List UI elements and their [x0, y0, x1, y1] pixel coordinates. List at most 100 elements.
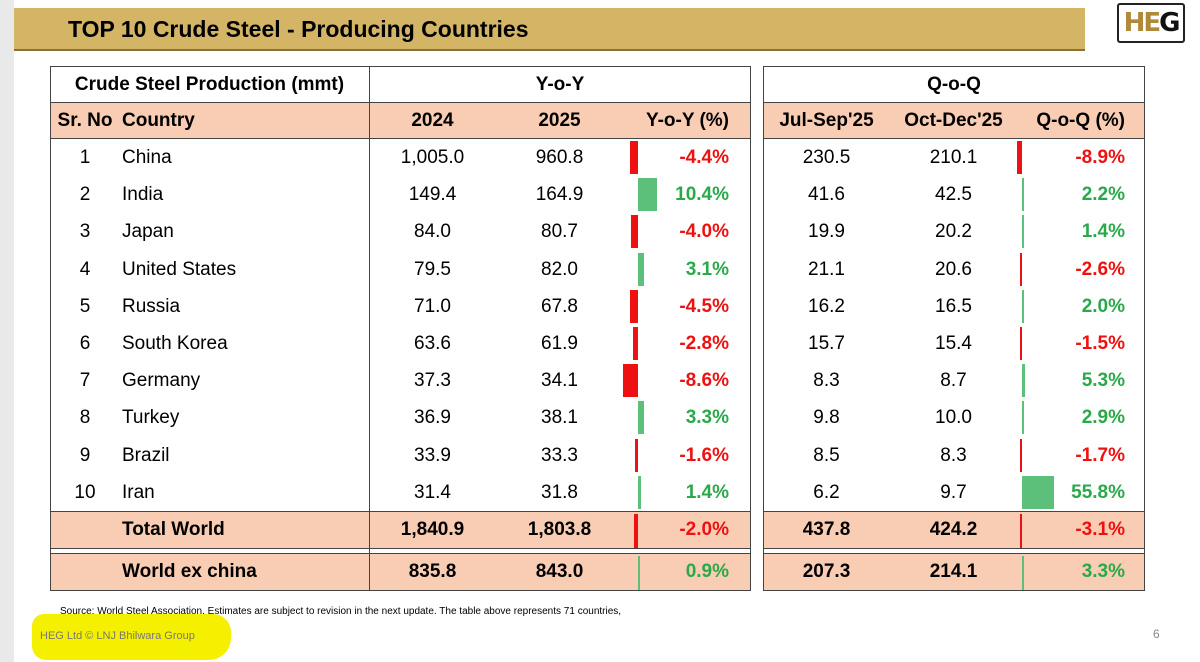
row-sr-no: 4	[79, 258, 91, 280]
world-ex-china-row: World ex china 835.8 843.0 0.9%	[50, 553, 751, 591]
row-qoq-pct: 55.8%	[1071, 481, 1125, 503]
row-sr-no: 5	[79, 295, 91, 317]
row-qoq-pct: 1.4%	[1081, 220, 1125, 242]
row-jul-sep: 15.7	[808, 332, 845, 354]
row-yoy-pct: 3.3%	[685, 406, 729, 428]
table-row: 21.1 20.6 -2.6%	[763, 251, 1145, 288]
row-qoq-pct: -1.5%	[1075, 332, 1125, 354]
table-row: 6.2 9.7 55.8%	[763, 474, 1145, 511]
row-2024: 84.0	[414, 220, 451, 242]
col-country: Country	[122, 109, 195, 131]
row-yoy-pct: -1.6%	[679, 444, 729, 466]
row-2024: 33.9	[414, 444, 451, 466]
ex-china-yoy-bar	[638, 556, 640, 590]
qoq-data-bar	[1022, 215, 1024, 248]
source-note: Source: World Steel Association. Estimat…	[60, 606, 622, 617]
row-country: China	[122, 146, 172, 168]
row-jul-sep: 6.2	[813, 481, 840, 503]
ex-china-label: World ex china	[122, 561, 257, 582]
production-label: Crude Steel Production (mmt)	[74, 73, 345, 95]
total-2025: 1,803.8	[527, 519, 592, 540]
yoy-data-bar	[622, 364, 638, 397]
row-qoq-pct: -1.7%	[1075, 444, 1125, 466]
yoy-group-label: Y-o-Y	[535, 73, 585, 95]
row-country: Turkey	[122, 406, 180, 428]
yoy-data-bar	[630, 141, 638, 174]
total-qoq-bar	[1020, 514, 1022, 548]
qoq-group-label: Q-o-Q	[927, 73, 981, 95]
qoq-data-bar	[1022, 178, 1024, 211]
qoq-data-bar	[1020, 439, 1022, 472]
table-row: 4 United States 79.5 82.0 3.1%	[50, 251, 751, 288]
total-yoy-pct: -2.0%	[679, 519, 729, 540]
qoq-data-bar	[1020, 327, 1022, 360]
row-2024: 1,005.0	[400, 146, 465, 168]
left-border	[50, 66, 51, 591]
total-oct-dec: 424.2	[929, 519, 978, 540]
yoy-data-bar	[630, 215, 638, 248]
yoy-data-bar	[638, 401, 644, 434]
qoq-table-group-header: Q-o-Q	[763, 66, 1145, 103]
row-jul-sep: 19.9	[808, 220, 845, 242]
table-row: 41.6 42.5 2.2%	[763, 176, 1145, 213]
row-2025: 61.9	[541, 332, 578, 354]
row-yoy-pct: -8.6%	[679, 369, 729, 391]
row-2025: 67.8	[541, 295, 578, 317]
col-jul-sep: Jul-Sep'25	[779, 109, 874, 131]
yoy-table-column-header: Sr. No Country 2024 2025 Y-o-Y (%)	[50, 103, 751, 139]
table-row: 230.5 210.1 -8.9%	[763, 139, 1145, 176]
page-number: 6	[1153, 627, 1160, 641]
row-oct-dec: 20.2	[935, 220, 972, 242]
row-sr-no: 3	[79, 220, 91, 242]
ex-china-qoq-bar	[1022, 556, 1024, 590]
table-row: 8.3 8.7 5.3%	[763, 362, 1145, 399]
ex-china-jul-sep: 207.3	[802, 561, 851, 582]
row-sr-no: 2	[79, 183, 91, 205]
row-yoy-pct: 3.1%	[685, 258, 729, 280]
row-2024: 63.6	[414, 332, 451, 354]
table-row: 9 Brazil 33.9 33.3 -1.6%	[50, 437, 751, 474]
total-world-qoq-row: 437.8 424.2 -3.1%	[763, 511, 1145, 549]
ex-china-qoq-row: 207.3 214.1 3.3%	[763, 553, 1145, 591]
row-oct-dec: 16.5	[935, 295, 972, 317]
row-oct-dec: 8.7	[940, 369, 967, 391]
col-qoq-pct: Q-o-Q (%)	[1036, 109, 1125, 131]
row-oct-dec: 210.1	[929, 146, 978, 168]
row-oct-dec: 8.3	[940, 444, 967, 466]
footer-highlight	[32, 614, 231, 660]
row-2024: 79.5	[414, 258, 451, 280]
row-sr-no: 6	[79, 332, 91, 354]
row-sr-no: 10	[74, 481, 96, 503]
ex-china-2025: 843.0	[535, 561, 584, 582]
ex-china-2024: 835.8	[408, 561, 457, 582]
yoy-data-bar	[638, 253, 644, 286]
row-yoy-pct: 1.4%	[685, 481, 729, 503]
row-2024: 37.3	[414, 369, 451, 391]
row-2024: 31.4	[414, 481, 451, 503]
qoq-data-bar	[1022, 476, 1055, 509]
divider-country	[369, 66, 370, 591]
yoy-data-bar	[635, 439, 638, 472]
row-oct-dec: 20.6	[935, 258, 972, 280]
footer-text: HEG Ltd © LNJ Bhilwara Group	[40, 630, 195, 642]
total-world-row: Total World 1,840.9 1,803.8 -2.0%	[50, 511, 751, 549]
table-row: 9.8 10.0 2.9%	[763, 399, 1145, 436]
row-2025: 31.8	[541, 481, 578, 503]
row-yoy-pct: -4.5%	[679, 295, 729, 317]
page-title: TOP 10 Crude Steel - Producing Countries	[68, 16, 529, 42]
table-row: 8.5 8.3 -1.7%	[763, 437, 1145, 474]
row-2025: 33.3	[541, 444, 578, 466]
row-yoy-pct: 10.4%	[675, 183, 729, 205]
row-qoq-pct: 2.9%	[1081, 406, 1125, 428]
row-country: Brazil	[122, 444, 170, 466]
total-yoy-bar	[634, 514, 638, 548]
row-qoq-pct: -2.6%	[1075, 258, 1125, 280]
table-row: 19.9 20.2 1.4%	[763, 213, 1145, 250]
table-row: 8 Turkey 36.9 38.1 3.3%	[50, 399, 751, 436]
row-jul-sep: 9.8	[813, 406, 840, 428]
row-yoy-pct: -4.4%	[679, 146, 729, 168]
title-bar: TOP 10 Crude Steel - Producing Countries	[14, 8, 1085, 51]
heg-logo: HEG	[1117, 3, 1185, 43]
heg-logo-mark: HEG	[1123, 8, 1181, 38]
table-row: 2 India 149.4 164.9 10.4%	[50, 176, 751, 213]
